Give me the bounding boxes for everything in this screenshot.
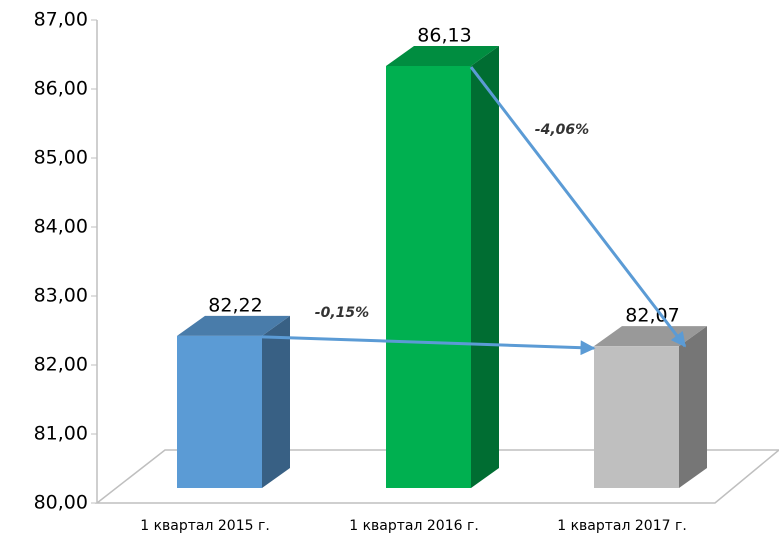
value-label: 82,07 (625, 305, 679, 327)
value-label: 82,22 (208, 294, 262, 316)
y-tick-label: 85,00 (34, 147, 88, 169)
bar-side (679, 326, 707, 488)
arrow (261, 335, 596, 356)
bar (386, 46, 499, 488)
y-tick-label: 87,00 (34, 9, 88, 31)
y-tick-label: 84,00 (34, 216, 88, 238)
floor (94, 449, 779, 504)
bar (177, 315, 290, 488)
y-tick-label: 86,00 (34, 78, 88, 100)
y-tick-label: 82,00 (34, 354, 88, 376)
bar-front (177, 335, 262, 488)
bar-side (262, 315, 290, 488)
x-tick-label: 1 квартал 2016 г. (349, 518, 479, 534)
x-tick-label: 1 квартал 2015 г. (140, 518, 270, 534)
annotation: -4,06% (535, 122, 589, 138)
bar (594, 326, 707, 488)
bar-front (594, 346, 679, 488)
y-tick-label: 81,00 (34, 423, 88, 445)
bar-front (386, 66, 471, 488)
value-label: 86,13 (417, 25, 471, 47)
bar-top (386, 46, 499, 67)
bar-side (471, 46, 499, 488)
x-tick-label: 1 квартал 2017 г. (557, 518, 687, 534)
arrow (469, 66, 687, 348)
annotation: -0,15% (315, 305, 369, 321)
bar-top (177, 315, 290, 336)
y-tick-label: 80,00 (34, 492, 88, 514)
y-tick-label: 83,00 (34, 285, 88, 307)
